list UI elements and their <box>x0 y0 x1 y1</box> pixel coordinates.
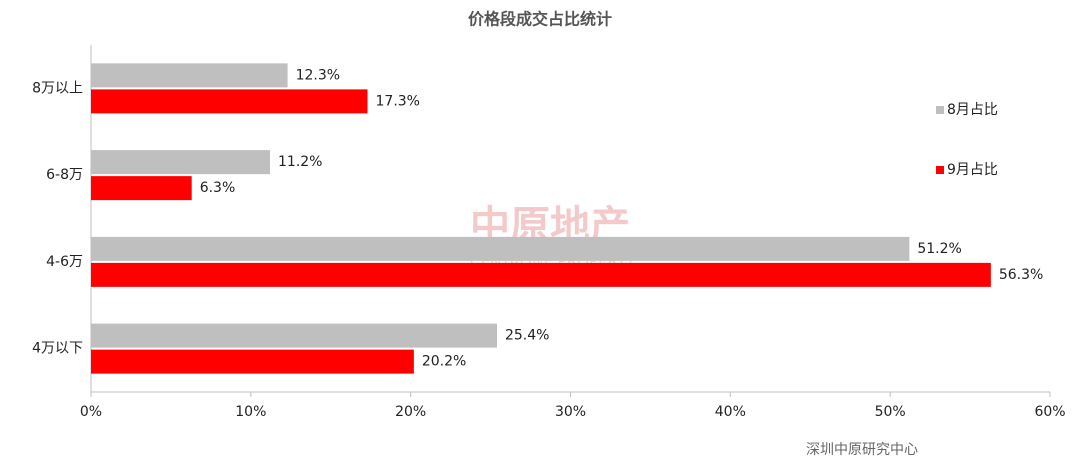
value-label: 20.2% <box>422 354 466 370</box>
x-tick-label: 10% <box>235 404 266 420</box>
y-tick-label: 6-8万 <box>46 167 83 183</box>
y-tick-label: 4万以下 <box>32 341 83 357</box>
value-label: 11.2% <box>278 154 322 170</box>
value-label: 12.3% <box>296 67 340 83</box>
x-tick-label: 20% <box>395 404 426 420</box>
bar <box>91 176 192 201</box>
legend-label: 8月占比 <box>947 102 998 118</box>
x-tick-label: 40% <box>715 404 746 420</box>
bar <box>91 349 414 374</box>
bar <box>91 63 288 88</box>
bar <box>91 236 910 261</box>
x-tick-label: 50% <box>875 404 906 420</box>
y-tick-label: 8万以上 <box>32 80 83 96</box>
value-label: 25.4% <box>505 328 549 344</box>
x-tick-label: 30% <box>555 404 586 420</box>
source: 深圳中原研究中心 <box>806 442 918 458</box>
value-label: 17.3% <box>376 93 420 109</box>
bar <box>91 150 271 175</box>
bar <box>91 89 368 114</box>
chart-title: 价格段成交占比统计 <box>468 10 612 29</box>
y-tick-label: 4-6万 <box>46 254 83 270</box>
legend-swatch <box>936 166 944 174</box>
value-label: 51.2% <box>917 241 961 257</box>
legend-label: 9月占比 <box>947 162 998 178</box>
x-tick-label: 0% <box>80 404 102 420</box>
bar <box>91 262 991 287</box>
legend-swatch <box>936 106 944 114</box>
bar <box>91 323 497 348</box>
value-label: 56.3% <box>999 267 1043 283</box>
value-label: 6.3% <box>200 180 236 196</box>
x-tick-label: 60% <box>1034 404 1065 420</box>
